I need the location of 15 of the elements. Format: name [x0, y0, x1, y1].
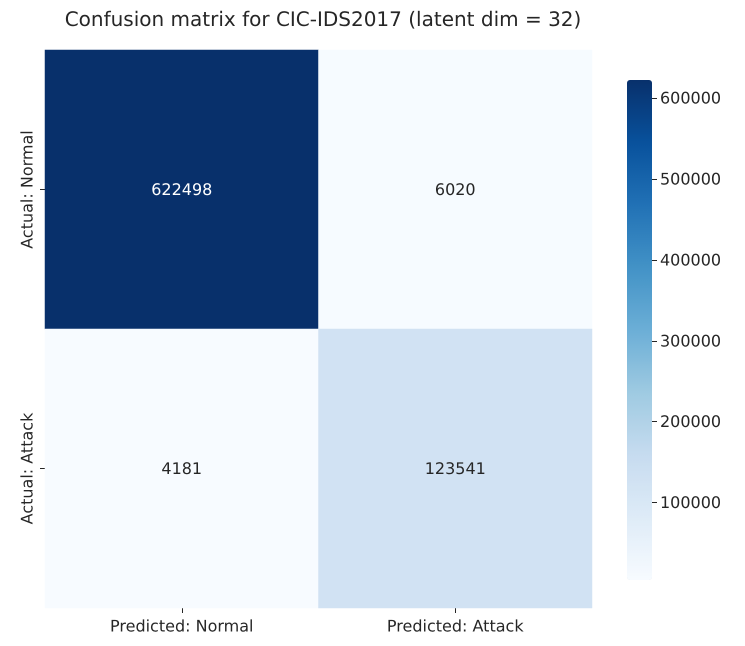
- color-bar-label: 100000: [660, 493, 722, 512]
- data-label: 4181: [161, 459, 202, 478]
- data-label: 6020: [434, 180, 476, 199]
- y-tick-label: Actual: Normal: [18, 130, 36, 249]
- x-tick-label: Predicted: Attack: [386, 616, 524, 636]
- chart-title: Confusion matrix for CIC-IDS2017 (latent dim = 32): [64, 7, 582, 31]
- color-bar-label: 300000: [660, 331, 722, 350]
- data-label: 622498: [151, 180, 212, 199]
- data-label: 123541: [424, 459, 486, 478]
- color-bar-label: 200000: [660, 412, 722, 432]
- color-bar-label: 500000: [660, 170, 722, 189]
- x-tick-label: Predicted: Normal: [110, 616, 254, 636]
- y-tick-label: Actual: Attack: [18, 412, 36, 524]
- color-bar-label: 400000: [660, 250, 722, 270]
- color-bar-label: 600000: [660, 88, 722, 108]
